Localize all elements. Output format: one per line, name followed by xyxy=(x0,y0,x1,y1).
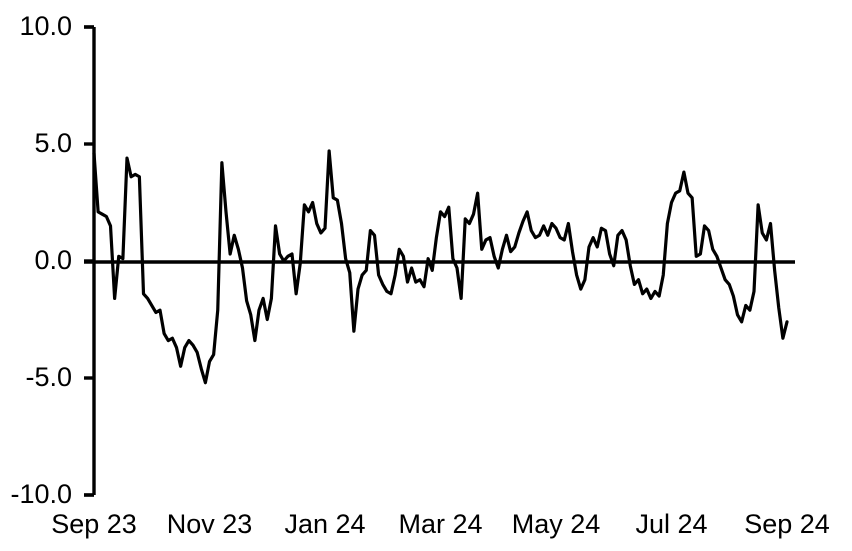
axis-group xyxy=(84,25,795,497)
x-axis-tick-label: Jan 24 xyxy=(284,509,366,539)
x-axis-tick-label: Mar 24 xyxy=(398,509,483,539)
y-axis-tick-label: 0.0 xyxy=(34,245,72,275)
y-axis-tick-label: 5.0 xyxy=(34,128,72,158)
x-axis-tick-label: Nov 23 xyxy=(166,509,253,539)
y-axis-tick-label: -5.0 xyxy=(25,362,72,392)
x-axis-tick-label: May 24 xyxy=(511,509,601,539)
y-axis-tick-label: -10.0 xyxy=(10,479,72,509)
x-axis-tick-label: Sep 23 xyxy=(51,509,137,539)
y-axis-tick-label: 10.0 xyxy=(19,11,72,41)
data-series-line xyxy=(92,149,789,385)
x-axis-tick-label: Jul 24 xyxy=(635,509,708,539)
x-axis-tick-label: Sep 24 xyxy=(744,509,830,539)
